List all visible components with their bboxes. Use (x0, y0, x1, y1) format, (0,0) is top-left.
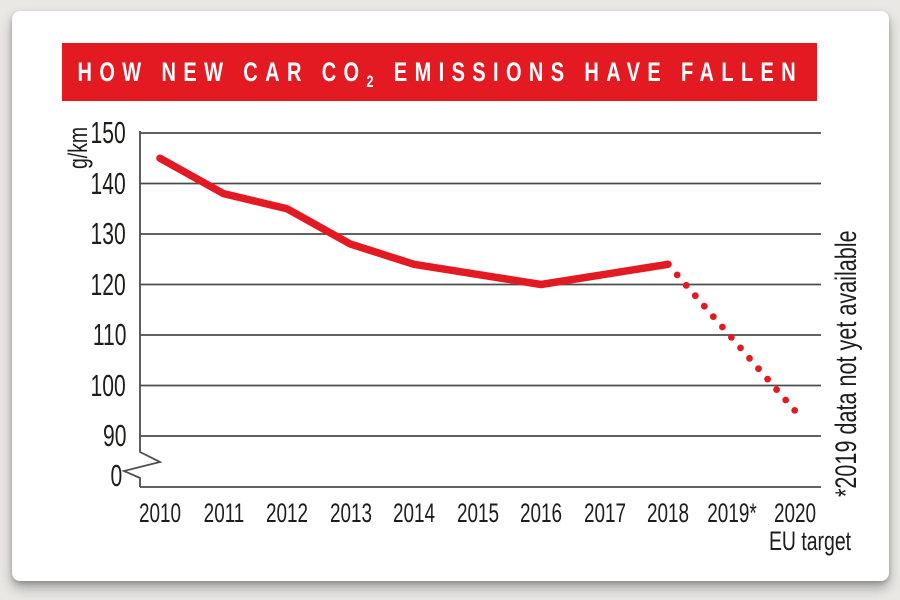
y-tick-label-150: 150 (90, 115, 126, 150)
x-tick-label-2015: 2015 (456, 498, 499, 528)
title-banner: HOW NEW CAR CO2 EMISSIONS HAVE FALLEN (62, 43, 817, 101)
x-tick-label-2017: 2017 (583, 498, 626, 528)
x-tick-label-2012: 2012 (265, 498, 309, 528)
x-tick-label-2013: 2013 (329, 498, 372, 528)
x-tick-label-2014: 2014 (392, 498, 436, 528)
y-tick-label-130: 130 (90, 216, 126, 251)
x-tick-label-2011: 2011 (203, 498, 244, 528)
y-tick-label-110: 110 (92, 317, 126, 352)
chart-title: HOW NEW CAR CO2 EMISSIONS HAVE FALLEN (62, 56, 804, 91)
x-tick-label-2018: 2018 (646, 498, 690, 528)
eu-target-label: EU target (768, 526, 852, 556)
x-tick-label-2016: 2016 (519, 498, 563, 528)
y-tick-label-120: 120 (90, 266, 126, 302)
x-tick-label-2019: 2019* (706, 498, 757, 528)
y-axis-zero-label: 0 (110, 458, 122, 493)
chart-title-subscript: 2 (366, 71, 381, 91)
y-tick-label-100: 100 (90, 367, 126, 403)
y-tick-label-140: 140 (90, 165, 126, 201)
y-axis-unit-label: g/km (63, 126, 93, 169)
y-tick-label-90: 90 (102, 418, 126, 453)
chart-title-pre: HOW NEW CAR CO (77, 56, 367, 87)
chart-title-post: EMISSIONS HAVE FALLEN (380, 56, 804, 87)
x-tick-label-2010: 2010 (138, 498, 182, 528)
footnote-2019-annotation: *2019 data not yet available (830, 230, 863, 498)
x-tick-label-2020: 2020 (773, 498, 817, 528)
